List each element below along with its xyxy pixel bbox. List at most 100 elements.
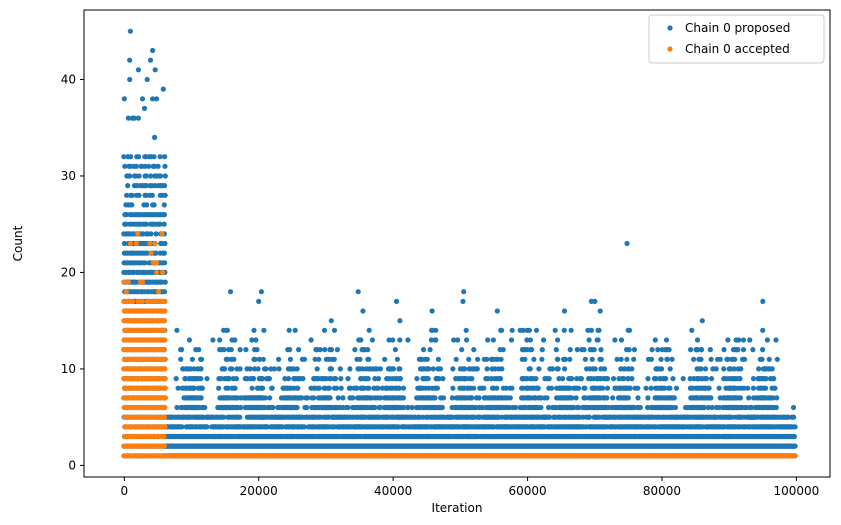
point-proposed: [591, 347, 597, 353]
point-proposed: [366, 356, 372, 362]
point-proposed: [237, 414, 243, 420]
point-proposed: [555, 366, 561, 372]
point-proposed: [433, 327, 439, 333]
point-proposed: [233, 376, 239, 382]
point-proposed: [128, 154, 134, 160]
point-proposed: [162, 163, 168, 169]
point-proposed: [414, 376, 420, 382]
point-proposed: [527, 337, 534, 343]
point-proposed: [151, 154, 157, 160]
point-proposed: [121, 240, 128, 247]
point-proposed: [474, 366, 480, 372]
point-proposed: [546, 376, 552, 382]
point-proposed: [331, 327, 338, 333]
point-proposed: [440, 395, 447, 401]
point-proposed: [450, 385, 456, 391]
point-proposed: [645, 395, 651, 401]
point-proposed: [202, 404, 208, 411]
point-proposed: [549, 366, 556, 372]
point-proposed: [476, 395, 482, 401]
point-proposed: [397, 337, 403, 343]
point-proposed: [499, 366, 505, 372]
point-proposed: [484, 366, 490, 372]
point-proposed: [649, 347, 655, 353]
point-proposed: [589, 356, 595, 362]
point-proposed: [294, 404, 300, 411]
point-proposed: [262, 395, 268, 401]
point-proposed: [161, 202, 167, 208]
point-proposed: [127, 173, 133, 179]
point-proposed: [555, 356, 561, 362]
point-proposed: [287, 356, 293, 362]
point-proposed: [121, 154, 127, 160]
point-proposed: [352, 347, 358, 353]
point-proposed: [586, 337, 592, 343]
point-proposed: [198, 376, 204, 382]
point-proposed: [652, 337, 658, 343]
point-proposed: [390, 337, 396, 343]
point-proposed: [345, 376, 351, 382]
point-proposed: [261, 327, 267, 333]
point-proposed: [604, 385, 611, 391]
point-proposed: [400, 385, 407, 391]
point-proposed: [204, 376, 210, 382]
point-proposed: [643, 385, 649, 391]
point-proposed: [526, 327, 533, 333]
point-proposed: [221, 414, 227, 420]
point-proposed: [490, 337, 496, 343]
point-proposed: [162, 192, 168, 198]
point-proposed: [196, 347, 202, 353]
point-proposed: [658, 356, 664, 362]
point-proposed: [337, 366, 343, 372]
point-proposed: [612, 337, 618, 343]
point-proposed: [604, 395, 610, 401]
point-proposed: [198, 366, 204, 372]
point-proposed: [294, 366, 300, 372]
point-proposed: [481, 385, 487, 391]
point-proposed: [427, 347, 433, 353]
point-proposed: [153, 250, 159, 256]
point-proposed: [377, 366, 383, 372]
point-proposed: [624, 356, 630, 362]
point-proposed: [300, 376, 306, 382]
point-proposed: [217, 337, 223, 343]
point-proposed: [497, 376, 504, 382]
point-proposed: [222, 366, 228, 372]
point-proposed: [260, 385, 266, 391]
point-proposed: [466, 356, 472, 362]
point-proposed: [162, 183, 168, 189]
point-proposed: [509, 385, 515, 391]
point-proposed: [499, 327, 505, 333]
point-proposed: [231, 356, 237, 362]
point-proposed: [463, 327, 469, 333]
point-proposed: [390, 366, 396, 372]
point-proposed: [270, 404, 276, 411]
point-proposed: [555, 337, 561, 343]
point-proposed: [153, 231, 159, 237]
point-proposed: [573, 395, 579, 401]
point-proposed: [541, 337, 547, 343]
point-proposed: [199, 385, 205, 391]
point-proposed: [143, 183, 149, 189]
point-proposed: [635, 385, 641, 391]
point-proposed: [627, 327, 633, 333]
point-proposed: [538, 404, 544, 411]
point-proposed: [592, 366, 598, 372]
point-proposed: [539, 356, 545, 362]
point-proposed: [317, 347, 323, 353]
point-proposed: [225, 356, 231, 362]
point-proposed: [366, 327, 372, 333]
point-proposed: [439, 404, 445, 411]
point-proposed: [296, 347, 302, 353]
point-proposed: [263, 366, 269, 372]
point-proposed: [553, 347, 559, 353]
point-proposed: [162, 260, 168, 266]
point-proposed: [659, 366, 665, 372]
point-proposed: [358, 337, 364, 343]
point-proposed: [237, 347, 243, 353]
point-proposed: [175, 385, 181, 391]
point-proposed: [253, 337, 259, 343]
point-proposed: [598, 356, 604, 362]
point-proposed: [243, 347, 249, 353]
